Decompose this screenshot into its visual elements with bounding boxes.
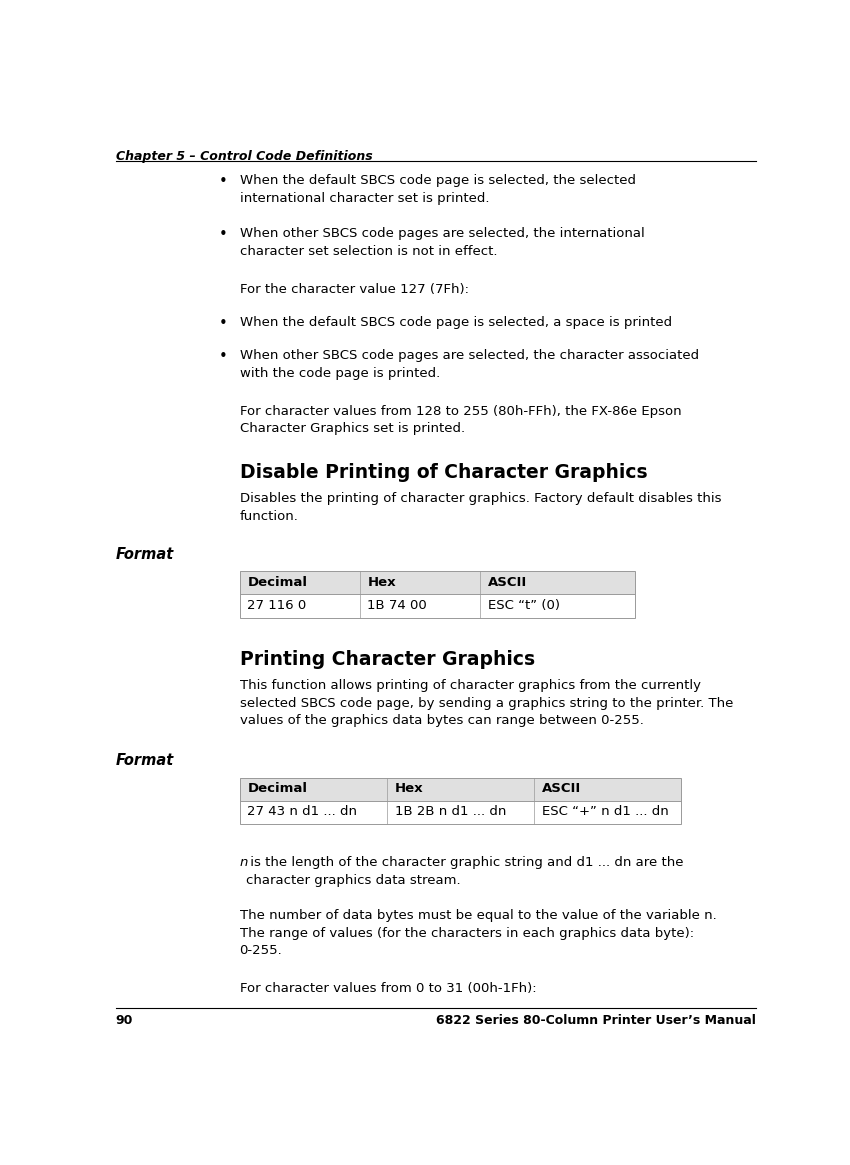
Text: 90: 90 bbox=[116, 1014, 133, 1026]
Text: 1B 74 00: 1B 74 00 bbox=[367, 599, 428, 612]
Text: For character values from 128 to 255 (80h-FFh), the FX-86e Epson
Character Graph: For character values from 128 to 255 (80… bbox=[240, 404, 681, 436]
Text: For character values from 0 to 31 (00h-1Fh):: For character values from 0 to 31 (00h-1… bbox=[240, 982, 536, 995]
Text: •: • bbox=[218, 175, 227, 190]
Text: ASCII: ASCII bbox=[488, 576, 527, 588]
Bar bbox=[240, 778, 682, 824]
Text: The number of data bytes must be equal to the value of the variable n.
The range: The number of data bytes must be equal t… bbox=[240, 910, 717, 958]
Text: When the default SBCS code page is selected, the selected
international characte: When the default SBCS code page is selec… bbox=[240, 175, 636, 205]
Bar bbox=[240, 571, 635, 617]
Text: •: • bbox=[218, 316, 227, 331]
Text: 27 43 n d1 ... dn: 27 43 n d1 ... dn bbox=[247, 805, 357, 818]
Text: ESC “+” n d1 ... dn: ESC “+” n d1 ... dn bbox=[541, 805, 669, 818]
Text: Decimal: Decimal bbox=[247, 782, 308, 795]
Text: For the character value 127 (7Fh):: For the character value 127 (7Fh): bbox=[240, 283, 468, 296]
Bar bbox=[240, 571, 635, 594]
Text: Disable Printing of Character Graphics: Disable Printing of Character Graphics bbox=[240, 463, 647, 482]
Text: Hex: Hex bbox=[367, 576, 396, 588]
Text: n: n bbox=[240, 856, 248, 869]
Text: This function allows printing of character graphics from the currently
selected : This function allows printing of charact… bbox=[240, 679, 733, 727]
Bar bbox=[240, 802, 682, 824]
Text: 1B 2B n d1 ... dn: 1B 2B n d1 ... dn bbox=[394, 805, 506, 818]
Text: Decimal: Decimal bbox=[247, 576, 308, 588]
Text: ESC “t” (0): ESC “t” (0) bbox=[488, 599, 559, 612]
Text: is the length of the character graphic string and d1 ... dn are the
character gr: is the length of the character graphic s… bbox=[246, 856, 683, 887]
Text: When the default SBCS code page is selected, a space is printed: When the default SBCS code page is selec… bbox=[240, 316, 672, 329]
Text: Chapter 5 – Control Code Definitions: Chapter 5 – Control Code Definitions bbox=[116, 150, 372, 163]
Text: 6822 Series 80-Column Printer User’s Manual: 6822 Series 80-Column Printer User’s Man… bbox=[436, 1014, 756, 1026]
Bar bbox=[240, 778, 682, 802]
Bar bbox=[240, 594, 635, 617]
Text: •: • bbox=[218, 227, 227, 242]
Text: When other SBCS code pages are selected, the character associated
with the code : When other SBCS code pages are selected,… bbox=[240, 350, 699, 380]
Text: •: • bbox=[218, 350, 227, 365]
Text: Printing Character Graphics: Printing Character Graphics bbox=[240, 650, 535, 669]
Text: Format: Format bbox=[116, 546, 173, 562]
Text: Hex: Hex bbox=[394, 782, 423, 795]
Text: Disables the printing of character graphics. Factory default disables this
funct: Disables the printing of character graph… bbox=[240, 493, 721, 523]
Text: ASCII: ASCII bbox=[541, 782, 581, 795]
Text: When other SBCS code pages are selected, the international
character set selecti: When other SBCS code pages are selected,… bbox=[240, 227, 644, 257]
Text: 27 116 0: 27 116 0 bbox=[247, 599, 307, 612]
Text: Format: Format bbox=[116, 754, 173, 768]
